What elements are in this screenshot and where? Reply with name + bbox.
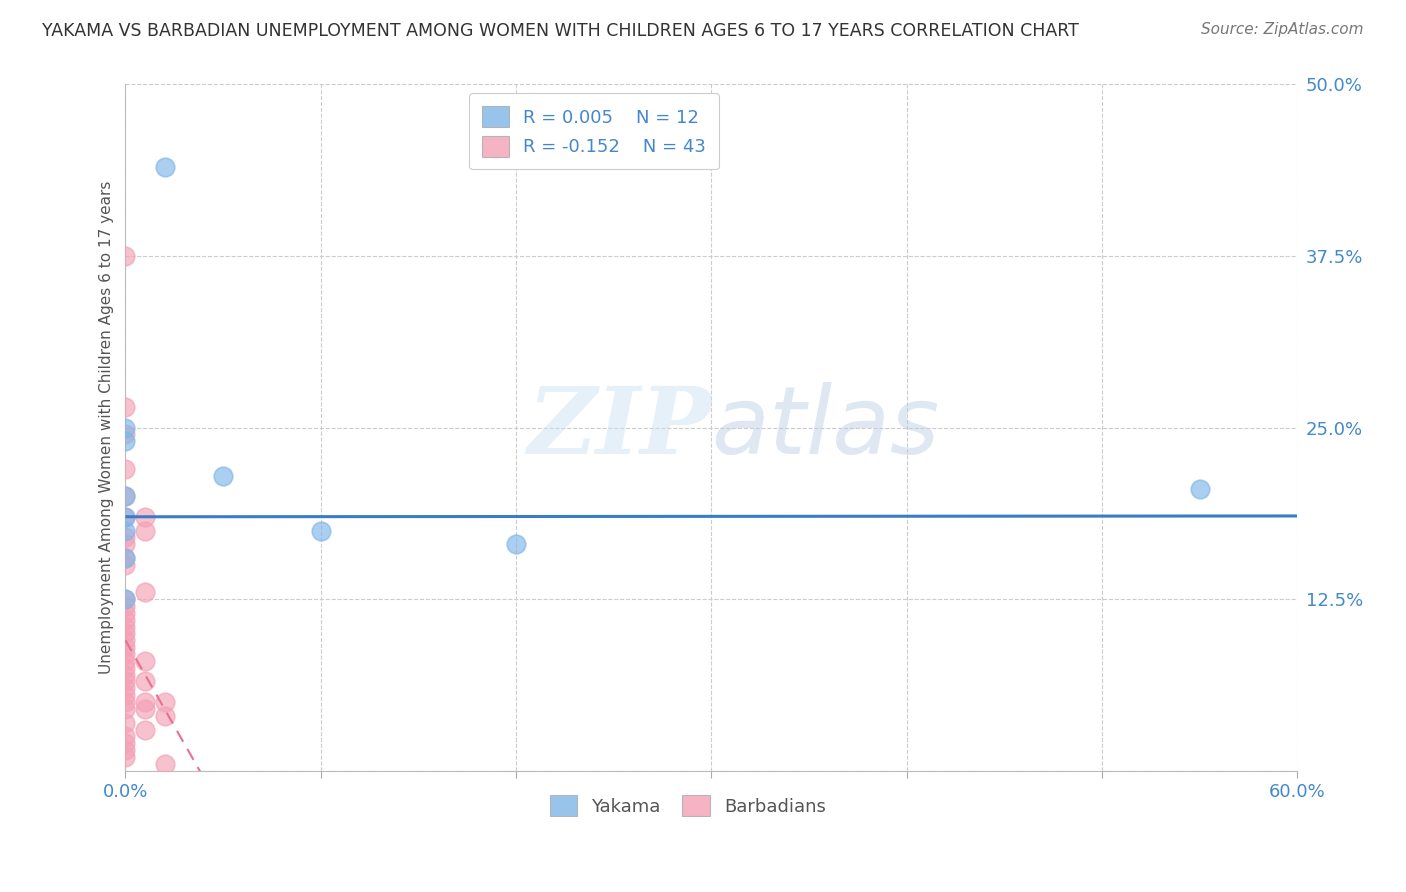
Point	[114, 619, 136, 633]
Point	[114, 509, 136, 524]
Point	[114, 592, 136, 607]
Point	[114, 661, 136, 675]
Point	[114, 489, 136, 503]
Point	[134, 654, 156, 668]
Point	[212, 468, 235, 483]
Point	[114, 551, 136, 566]
Point	[505, 537, 527, 551]
Point	[114, 524, 136, 538]
Point	[114, 537, 136, 551]
Legend: Yakama, Barbadians: Yakama, Barbadians	[543, 789, 834, 823]
Point	[114, 715, 136, 730]
Point	[153, 160, 176, 174]
Point	[114, 667, 136, 681]
Point	[114, 606, 136, 620]
Point	[1188, 483, 1211, 497]
Point	[134, 723, 156, 737]
Point	[134, 674, 156, 689]
Point	[114, 400, 136, 414]
Point	[114, 558, 136, 572]
Text: atlas: atlas	[711, 382, 939, 473]
Point	[153, 695, 176, 709]
Point	[114, 743, 136, 757]
Point	[134, 702, 156, 716]
Point	[114, 249, 136, 263]
Point	[114, 427, 136, 442]
Point	[134, 585, 156, 599]
Point	[114, 654, 136, 668]
Point	[114, 647, 136, 661]
Point	[134, 509, 156, 524]
Point	[134, 524, 156, 538]
Point	[114, 633, 136, 648]
Point	[114, 420, 136, 434]
Point	[153, 756, 176, 771]
Point	[114, 640, 136, 655]
Point	[114, 592, 136, 607]
Point	[309, 524, 332, 538]
Point	[114, 613, 136, 627]
Point	[114, 674, 136, 689]
Text: YAKAMA VS BARBADIAN UNEMPLOYMENT AMONG WOMEN WITH CHILDREN AGES 6 TO 17 YEARS CO: YAKAMA VS BARBADIAN UNEMPLOYMENT AMONG W…	[42, 22, 1078, 40]
Point	[114, 688, 136, 702]
Point	[114, 509, 136, 524]
Point	[114, 730, 136, 744]
Y-axis label: Unemployment Among Women with Children Ages 6 to 17 years: Unemployment Among Women with Children A…	[100, 181, 114, 674]
Point	[114, 626, 136, 640]
Point	[114, 599, 136, 613]
Point	[114, 530, 136, 544]
Point	[114, 434, 136, 449]
Text: Source: ZipAtlas.com: Source: ZipAtlas.com	[1201, 22, 1364, 37]
Point	[114, 695, 136, 709]
Point	[114, 489, 136, 503]
Point	[114, 681, 136, 696]
Point	[114, 551, 136, 566]
Point	[134, 695, 156, 709]
Point	[114, 750, 136, 764]
Point	[114, 702, 136, 716]
Point	[114, 461, 136, 475]
Text: ZIP: ZIP	[527, 383, 711, 473]
Point	[114, 736, 136, 750]
Point	[153, 708, 176, 723]
